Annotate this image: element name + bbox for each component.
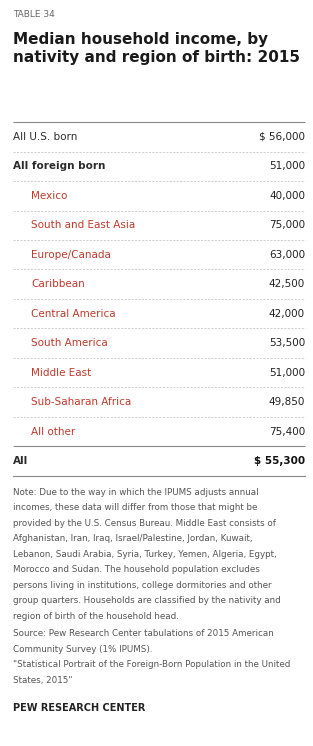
Text: 63,000: 63,000 bbox=[269, 250, 305, 260]
Text: Median household income, by
nativity and region of birth: 2015: Median household income, by nativity and… bbox=[13, 32, 300, 65]
Text: 51,000: 51,000 bbox=[269, 368, 305, 377]
Text: 42,000: 42,000 bbox=[269, 309, 305, 319]
Text: 49,850: 49,850 bbox=[269, 398, 305, 407]
Text: persons living in institutions, college dormitories and other: persons living in institutions, college … bbox=[13, 581, 272, 590]
Text: "Statistical Portrait of the Foreign-Born Population in the United: "Statistical Portrait of the Foreign-Bor… bbox=[13, 660, 290, 669]
Text: Note: Due to the way in which the IPUMS adjusts annual: Note: Due to the way in which the IPUMS … bbox=[13, 488, 259, 497]
Text: Middle East: Middle East bbox=[31, 368, 91, 377]
Text: Central America: Central America bbox=[31, 309, 115, 319]
Text: provided by the U.S. Census Bureau. Middle East consists of: provided by the U.S. Census Bureau. Midd… bbox=[13, 519, 276, 528]
Text: Community Survey (1% IPUMS).: Community Survey (1% IPUMS). bbox=[13, 645, 152, 654]
Text: Mexico: Mexico bbox=[31, 191, 67, 201]
Text: 75,000: 75,000 bbox=[269, 220, 305, 231]
Text: South America: South America bbox=[31, 338, 108, 348]
Text: $ 55,300: $ 55,300 bbox=[254, 457, 305, 466]
Text: 51,000: 51,000 bbox=[269, 161, 305, 172]
Text: $ 56,000: $ 56,000 bbox=[259, 132, 305, 142]
Text: Caribbean: Caribbean bbox=[31, 279, 85, 289]
Text: 75,400: 75,400 bbox=[269, 427, 305, 436]
Text: incomes, these data will differ from those that might be: incomes, these data will differ from tho… bbox=[13, 504, 257, 513]
Text: All foreign born: All foreign born bbox=[13, 161, 105, 172]
Text: region of birth of the household head.: region of birth of the household head. bbox=[13, 612, 179, 621]
Text: South and East Asia: South and East Asia bbox=[31, 220, 135, 231]
Text: Lebanon, Saudi Arabia, Syria, Turkey, Yemen, Algeria, Egypt,: Lebanon, Saudi Arabia, Syria, Turkey, Ye… bbox=[13, 550, 277, 559]
Text: Afghanistan, Iran, Iraq, Israel/Palestine, Jordan, Kuwait,: Afghanistan, Iran, Iraq, Israel/Palestin… bbox=[13, 534, 253, 544]
Text: All other: All other bbox=[31, 427, 75, 436]
Text: States, 2015": States, 2015" bbox=[13, 676, 73, 685]
Text: Europe/Canada: Europe/Canada bbox=[31, 250, 111, 260]
Text: Morocco and Sudan. The household population excludes: Morocco and Sudan. The household populat… bbox=[13, 565, 260, 574]
Text: group quarters. Households are classified by the nativity and: group quarters. Households are classifie… bbox=[13, 597, 281, 606]
Text: TABLE 34: TABLE 34 bbox=[13, 10, 55, 19]
Text: Sub-Saharan Africa: Sub-Saharan Africa bbox=[31, 398, 131, 407]
Text: PEW RESEARCH CENTER: PEW RESEARCH CENTER bbox=[13, 703, 145, 713]
Text: 40,000: 40,000 bbox=[269, 191, 305, 201]
Text: 53,500: 53,500 bbox=[269, 338, 305, 348]
Text: 42,500: 42,500 bbox=[269, 279, 305, 289]
Text: All U.S. born: All U.S. born bbox=[13, 132, 77, 142]
Text: Source: Pew Research Center tabulations of 2015 American: Source: Pew Research Center tabulations … bbox=[13, 630, 274, 639]
Text: All: All bbox=[13, 457, 28, 466]
